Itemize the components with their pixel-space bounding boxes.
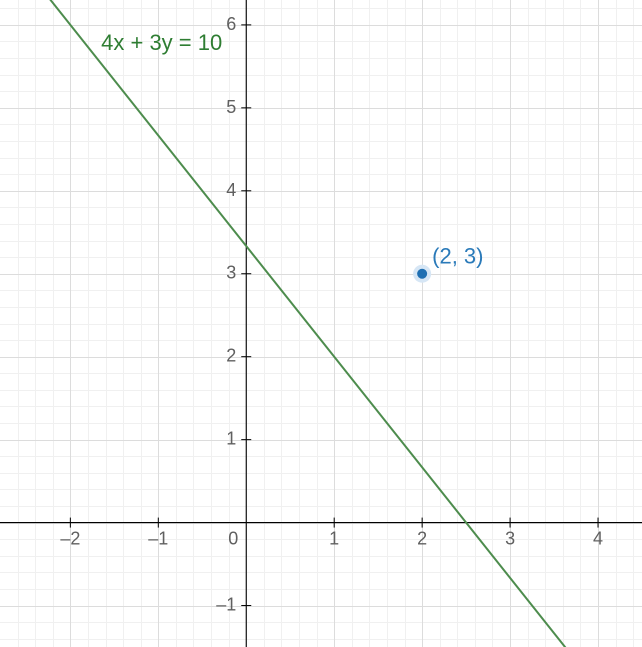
coordinate-plane bbox=[0, 0, 642, 647]
